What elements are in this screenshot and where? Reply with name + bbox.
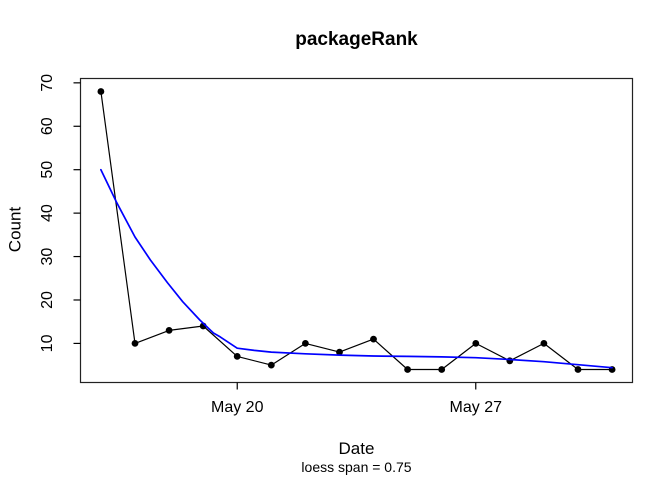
- y-tick-label: 50: [39, 161, 56, 179]
- data-line: [100, 90, 613, 371]
- data-point: [336, 348, 343, 356]
- data-point: [233, 353, 241, 360]
- y-tick-label: 20: [39, 291, 56, 309]
- y-tick-label: 70: [39, 74, 56, 92]
- y-tick-label: 10: [39, 334, 56, 352]
- plot-box: [79, 77, 634, 384]
- data-point: [370, 335, 377, 343]
- data-point: [131, 340, 139, 347]
- data-point: [302, 340, 309, 347]
- data-point: [574, 366, 582, 373]
- y-tick-label: 30: [39, 248, 56, 266]
- x-tick-label: May 20: [211, 399, 264, 416]
- data-point: [438, 366, 446, 373]
- plot-subtitle: loess span = 0.75: [301, 459, 412, 475]
- y-tick-label: 60: [39, 117, 56, 135]
- data-point: [472, 340, 480, 347]
- loess-line: [100, 168, 613, 369]
- plot-title: packageRank: [295, 29, 418, 50]
- data-point: [97, 88, 105, 95]
- y-tick-label: 40: [39, 204, 56, 222]
- data-point: [506, 357, 514, 365]
- x-axis-label: Date: [338, 439, 375, 458]
- x-tick-label: May 27: [450, 399, 503, 416]
- data-point: [404, 366, 411, 373]
- data-point: [267, 361, 275, 369]
- data-point: [540, 340, 548, 347]
- data-point: [165, 327, 173, 334]
